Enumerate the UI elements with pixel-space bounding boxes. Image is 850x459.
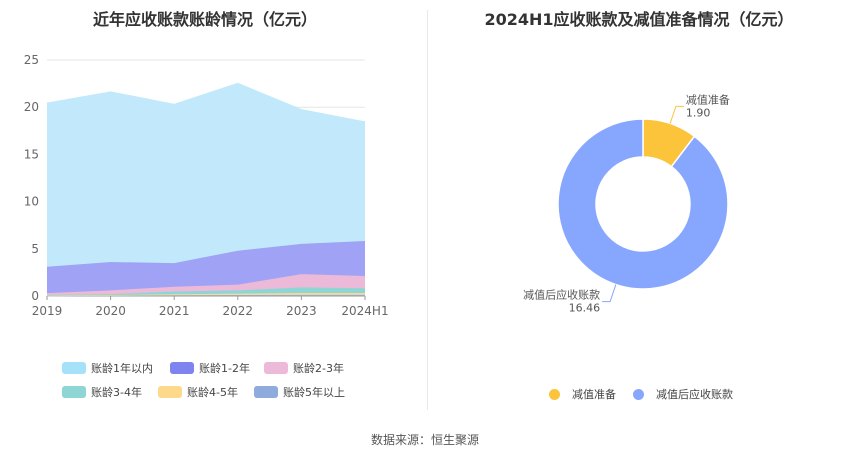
y-tick-label: 25 xyxy=(24,53,39,67)
legend-label: 账龄3-4年 xyxy=(91,386,142,399)
legend-item-3[interactable]: 账龄3-4年 xyxy=(62,384,142,400)
donut-slice-value-0: 1.90 xyxy=(686,106,711,119)
legend-label: 账龄4-5年 xyxy=(187,386,238,399)
legend-label: 减值准备 xyxy=(572,388,616,401)
donut-label-line-0 xyxy=(669,105,684,124)
legend-label: 减值后应收账款 xyxy=(656,388,733,401)
y-tick-label: 20 xyxy=(24,100,39,114)
x-tick-label: 2019 xyxy=(32,304,63,318)
left-chart-title: 近年应收账款账龄情况（亿元） xyxy=(92,10,317,29)
area-chart: 0 5 10 15 20 25 2019 2020 2021 2022 2023 2024H1 xyxy=(24,53,389,318)
legend-swatch xyxy=(158,386,182,398)
legend-item-net-receivable[interactable]: 减值后应收账款 xyxy=(633,386,733,402)
donut-slice-label-0: 减值准备 xyxy=(686,92,730,106)
legend-swatch xyxy=(62,386,86,398)
legend-label: 账龄5年以上 xyxy=(283,386,345,399)
legend-item-5[interactable]: 账龄5年以上 xyxy=(254,384,345,400)
legend-item-4[interactable]: 账龄4-5年 xyxy=(158,384,238,400)
donut-slice-1 xyxy=(557,118,729,290)
legend-dot xyxy=(549,388,560,400)
y-tick-label: 5 xyxy=(31,242,39,256)
panel-divider xyxy=(427,10,428,410)
data-source-footer: 数据来源：恒生聚源 xyxy=(370,433,479,447)
area-series-4 xyxy=(47,241,365,294)
x-tick-label: 2023 xyxy=(286,304,317,318)
legend-item-impairment[interactable]: 减值准备 xyxy=(549,386,616,402)
y-tick-label: 0 xyxy=(31,289,39,303)
donut-slice-label-1: 减值后应收账款 xyxy=(523,288,600,302)
donut-label-line-1 xyxy=(602,284,617,303)
x-tick-label: 2022 xyxy=(223,304,254,318)
y-tick-label: 10 xyxy=(24,195,39,209)
area-series-line-5 xyxy=(46,82,366,123)
area-series-5 xyxy=(47,83,365,267)
right-chart-title: 2024H1应收账款及减值准备情况（亿元） xyxy=(484,10,794,29)
x-tick-label: 2021 xyxy=(159,304,190,318)
legend-swatch xyxy=(254,386,278,398)
donut-slice-value-1: 16.46 xyxy=(569,302,601,315)
legend-dot xyxy=(633,388,644,400)
x-tick-label: 2024H1 xyxy=(341,304,388,318)
x-tick-label: 2020 xyxy=(95,304,126,318)
y-tick-label: 15 xyxy=(24,147,39,161)
